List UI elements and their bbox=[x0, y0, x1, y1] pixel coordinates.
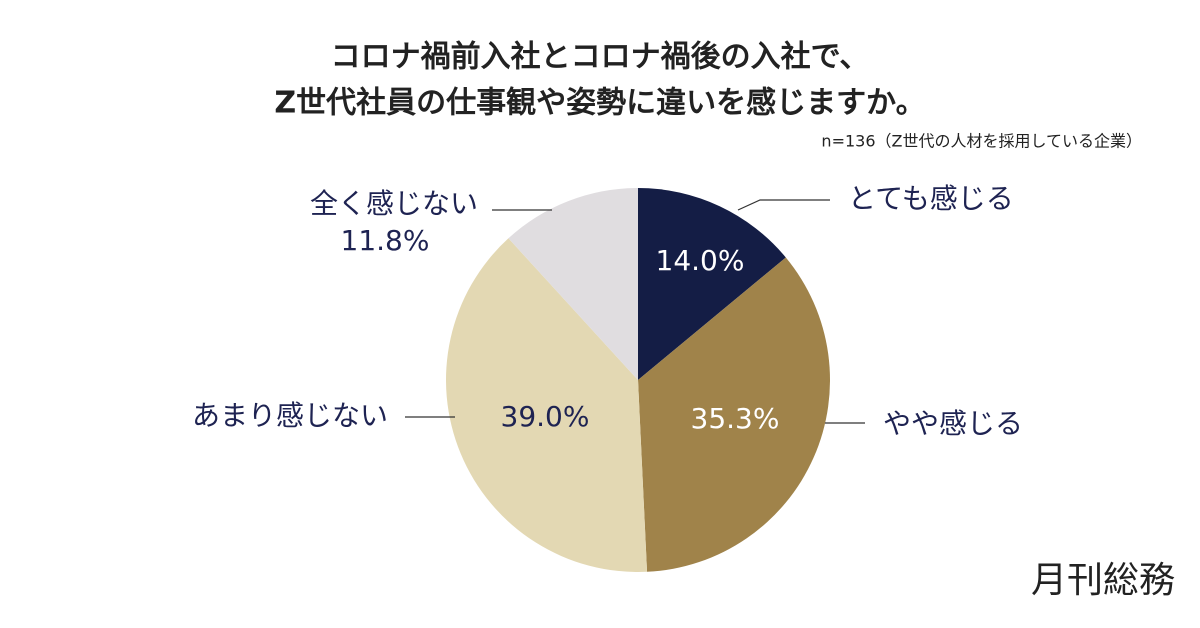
pie-slice bbox=[508, 188, 638, 380]
value-label: 35.3% bbox=[691, 402, 780, 435]
category-label: やや感じる bbox=[883, 407, 1023, 440]
category-label: 全く感じない bbox=[310, 187, 478, 220]
value-label: 11.8% bbox=[341, 224, 430, 257]
value-label: 39.0% bbox=[501, 400, 590, 433]
pie-slice bbox=[638, 257, 831, 572]
pie-slice bbox=[638, 188, 786, 380]
chart-title: Z世代社員の仕事観や姿勢に違いを感じますか。 bbox=[274, 86, 925, 121]
leader-line bbox=[737, 199, 830, 211]
chart-title: コロナ禍前入社とコロナ禍後の入社で、 bbox=[331, 40, 870, 75]
category-label: とても感じる bbox=[848, 182, 1014, 215]
pie-slice bbox=[446, 238, 648, 572]
logo: 月刊総務 bbox=[1031, 560, 1175, 601]
value-label: 14.0% bbox=[656, 244, 745, 277]
category-label: あまり感じない bbox=[192, 399, 388, 432]
chart-subtitle: n=136（Z世代の人材を採用している企業） bbox=[821, 132, 1142, 151]
